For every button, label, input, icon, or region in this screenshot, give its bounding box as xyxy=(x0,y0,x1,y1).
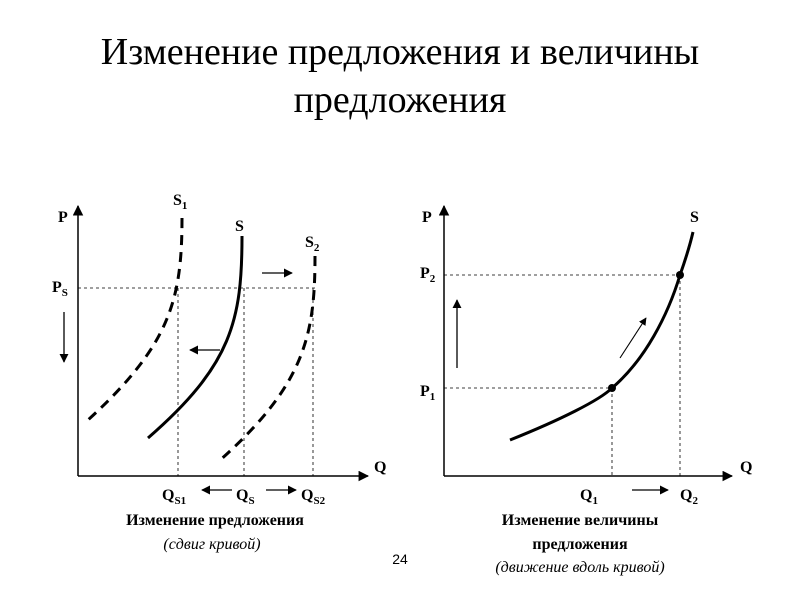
left-diagram: P Q PS S1 S S2 QS1 QS QS2 Изменение пред… xyxy=(52,192,386,553)
q-label-qs: QS xyxy=(236,487,255,507)
right-diagram: P Q S P2 P1 Q1 Q2 Изменение величины пре… xyxy=(420,204,752,576)
right-caption-line-2: предложения xyxy=(532,536,628,553)
right-y-axis-label: P xyxy=(422,209,432,226)
page-number: 24 xyxy=(392,551,408,567)
movement-along-curve-arrow xyxy=(619,317,647,359)
left-price-label: PS xyxy=(52,279,68,299)
left-x-axis-label: Q xyxy=(374,459,386,476)
right-caption-note: (движение вдоль кривой) xyxy=(495,559,664,576)
title-line-1: Изменение предложения и величины xyxy=(100,31,700,73)
right-x-axis-label: Q xyxy=(740,459,752,476)
supply-curve-s xyxy=(147,235,244,440)
supply-curve-s2 xyxy=(217,255,317,464)
right-curve-label: S xyxy=(690,209,699,226)
curve-label-s1: S1 xyxy=(173,192,187,212)
curve-label-s2: S2 xyxy=(305,234,320,254)
q-label-qs1: QS1 xyxy=(162,487,186,507)
slide-title: Изменение предложения и величины предлож… xyxy=(0,28,800,124)
point-1 xyxy=(608,384,616,392)
left-caption: Изменение предложения xyxy=(126,512,304,529)
p-label-p2: P2 xyxy=(420,265,436,285)
supply-curve-right xyxy=(509,231,695,442)
supply-curve-s1 xyxy=(86,217,184,422)
curve-label-s: S xyxy=(235,218,244,235)
point-2 xyxy=(676,271,684,279)
right-caption-line-1: Изменение величины xyxy=(502,512,659,529)
left-y-axis-label: P xyxy=(58,209,68,226)
left-caption-note: (сдвиг кривой) xyxy=(163,536,260,553)
title-line-2: предложения xyxy=(293,79,507,121)
q-label-qs2: QS2 xyxy=(301,487,326,507)
p-label-p1: P1 xyxy=(420,383,435,403)
q-label-q1: Q1 xyxy=(580,487,598,507)
q-label-q2: Q2 xyxy=(680,487,698,507)
